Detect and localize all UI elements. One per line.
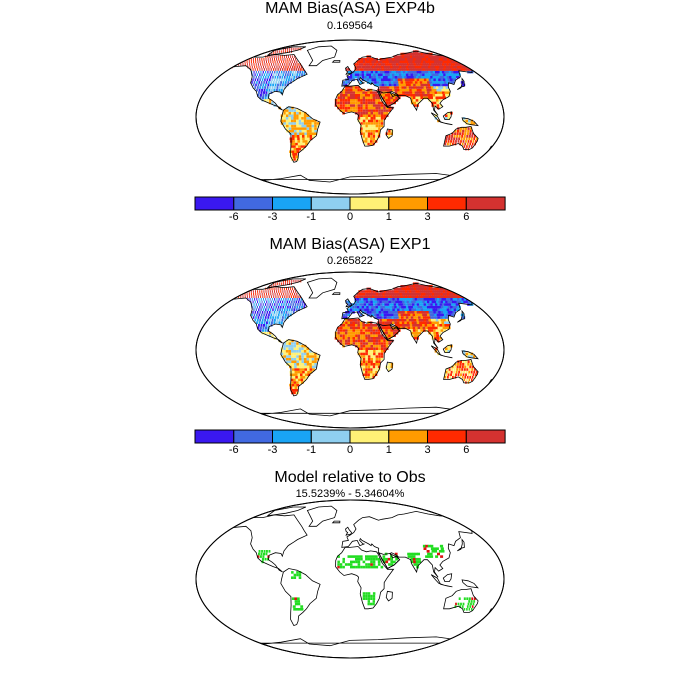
colorbar-tick-label: 3: [424, 211, 431, 223]
map-2: [195, 499, 505, 659]
colorbar-swatch: [310, 429, 351, 444]
colorbar-tick-label: -6: [228, 444, 239, 456]
colorbar-swatch: [233, 196, 274, 211]
colorbar-tick-label: -3: [267, 444, 278, 456]
panel-subtitle: 15.5239% - 5.34604%: [295, 488, 405, 500]
colorbar-1: [194, 429, 506, 444]
colorbar-swatch: [310, 196, 351, 211]
map-data-layer: [229, 279, 482, 395]
colorbar-swatch: [194, 429, 235, 444]
colorbar-swatch: [427, 196, 467, 211]
colorbar-swatch: [349, 429, 390, 444]
colorbar-swatch: [349, 196, 390, 211]
colorbar-swatch: [388, 196, 429, 211]
panel-subtitle: 0.265822: [327, 255, 373, 267]
map-1: [195, 271, 505, 429]
colorbar-0: [194, 196, 506, 211]
colorbar-tick-label: 3: [424, 444, 431, 456]
colorbar-swatch: [388, 429, 429, 444]
panel-title: Model relative to Obs: [274, 469, 426, 486]
colorbar-swatch: [272, 196, 312, 211]
colorbar-tick-label: -3: [267, 211, 278, 223]
colorbar-tick-label: 0: [346, 211, 354, 223]
panel-title: MAM Bias(ASA) EXP4b: [265, 0, 435, 17]
colorbar-swatch: [194, 196, 235, 211]
map-0: [195, 39, 505, 195]
colorbar-swatch: [233, 429, 274, 444]
colorbar-tick-label: -1: [306, 444, 317, 456]
panel-subtitle: 0.169564: [327, 20, 373, 32]
map-data-layer: [257, 544, 476, 611]
colorbar-tick-label: 6: [463, 444, 470, 456]
colorbar-swatch: [465, 196, 506, 211]
colorbar-tick-label: -6: [228, 211, 239, 223]
colorbar-tick-label: 1: [385, 211, 392, 223]
colorbar-tick-label: 0: [346, 444, 354, 456]
colorbar-swatch: [427, 429, 467, 444]
colorbar-swatch: [272, 429, 312, 444]
colorbar-tick-label: -1: [306, 211, 317, 223]
panel-title: MAM Bias(ASA) EXP1: [269, 236, 431, 253]
map-border: [195, 499, 505, 659]
colorbar-swatch: [465, 429, 506, 444]
colorbar-tick-label: 6: [463, 211, 470, 223]
colorbar-tick-label: 1: [385, 444, 392, 456]
